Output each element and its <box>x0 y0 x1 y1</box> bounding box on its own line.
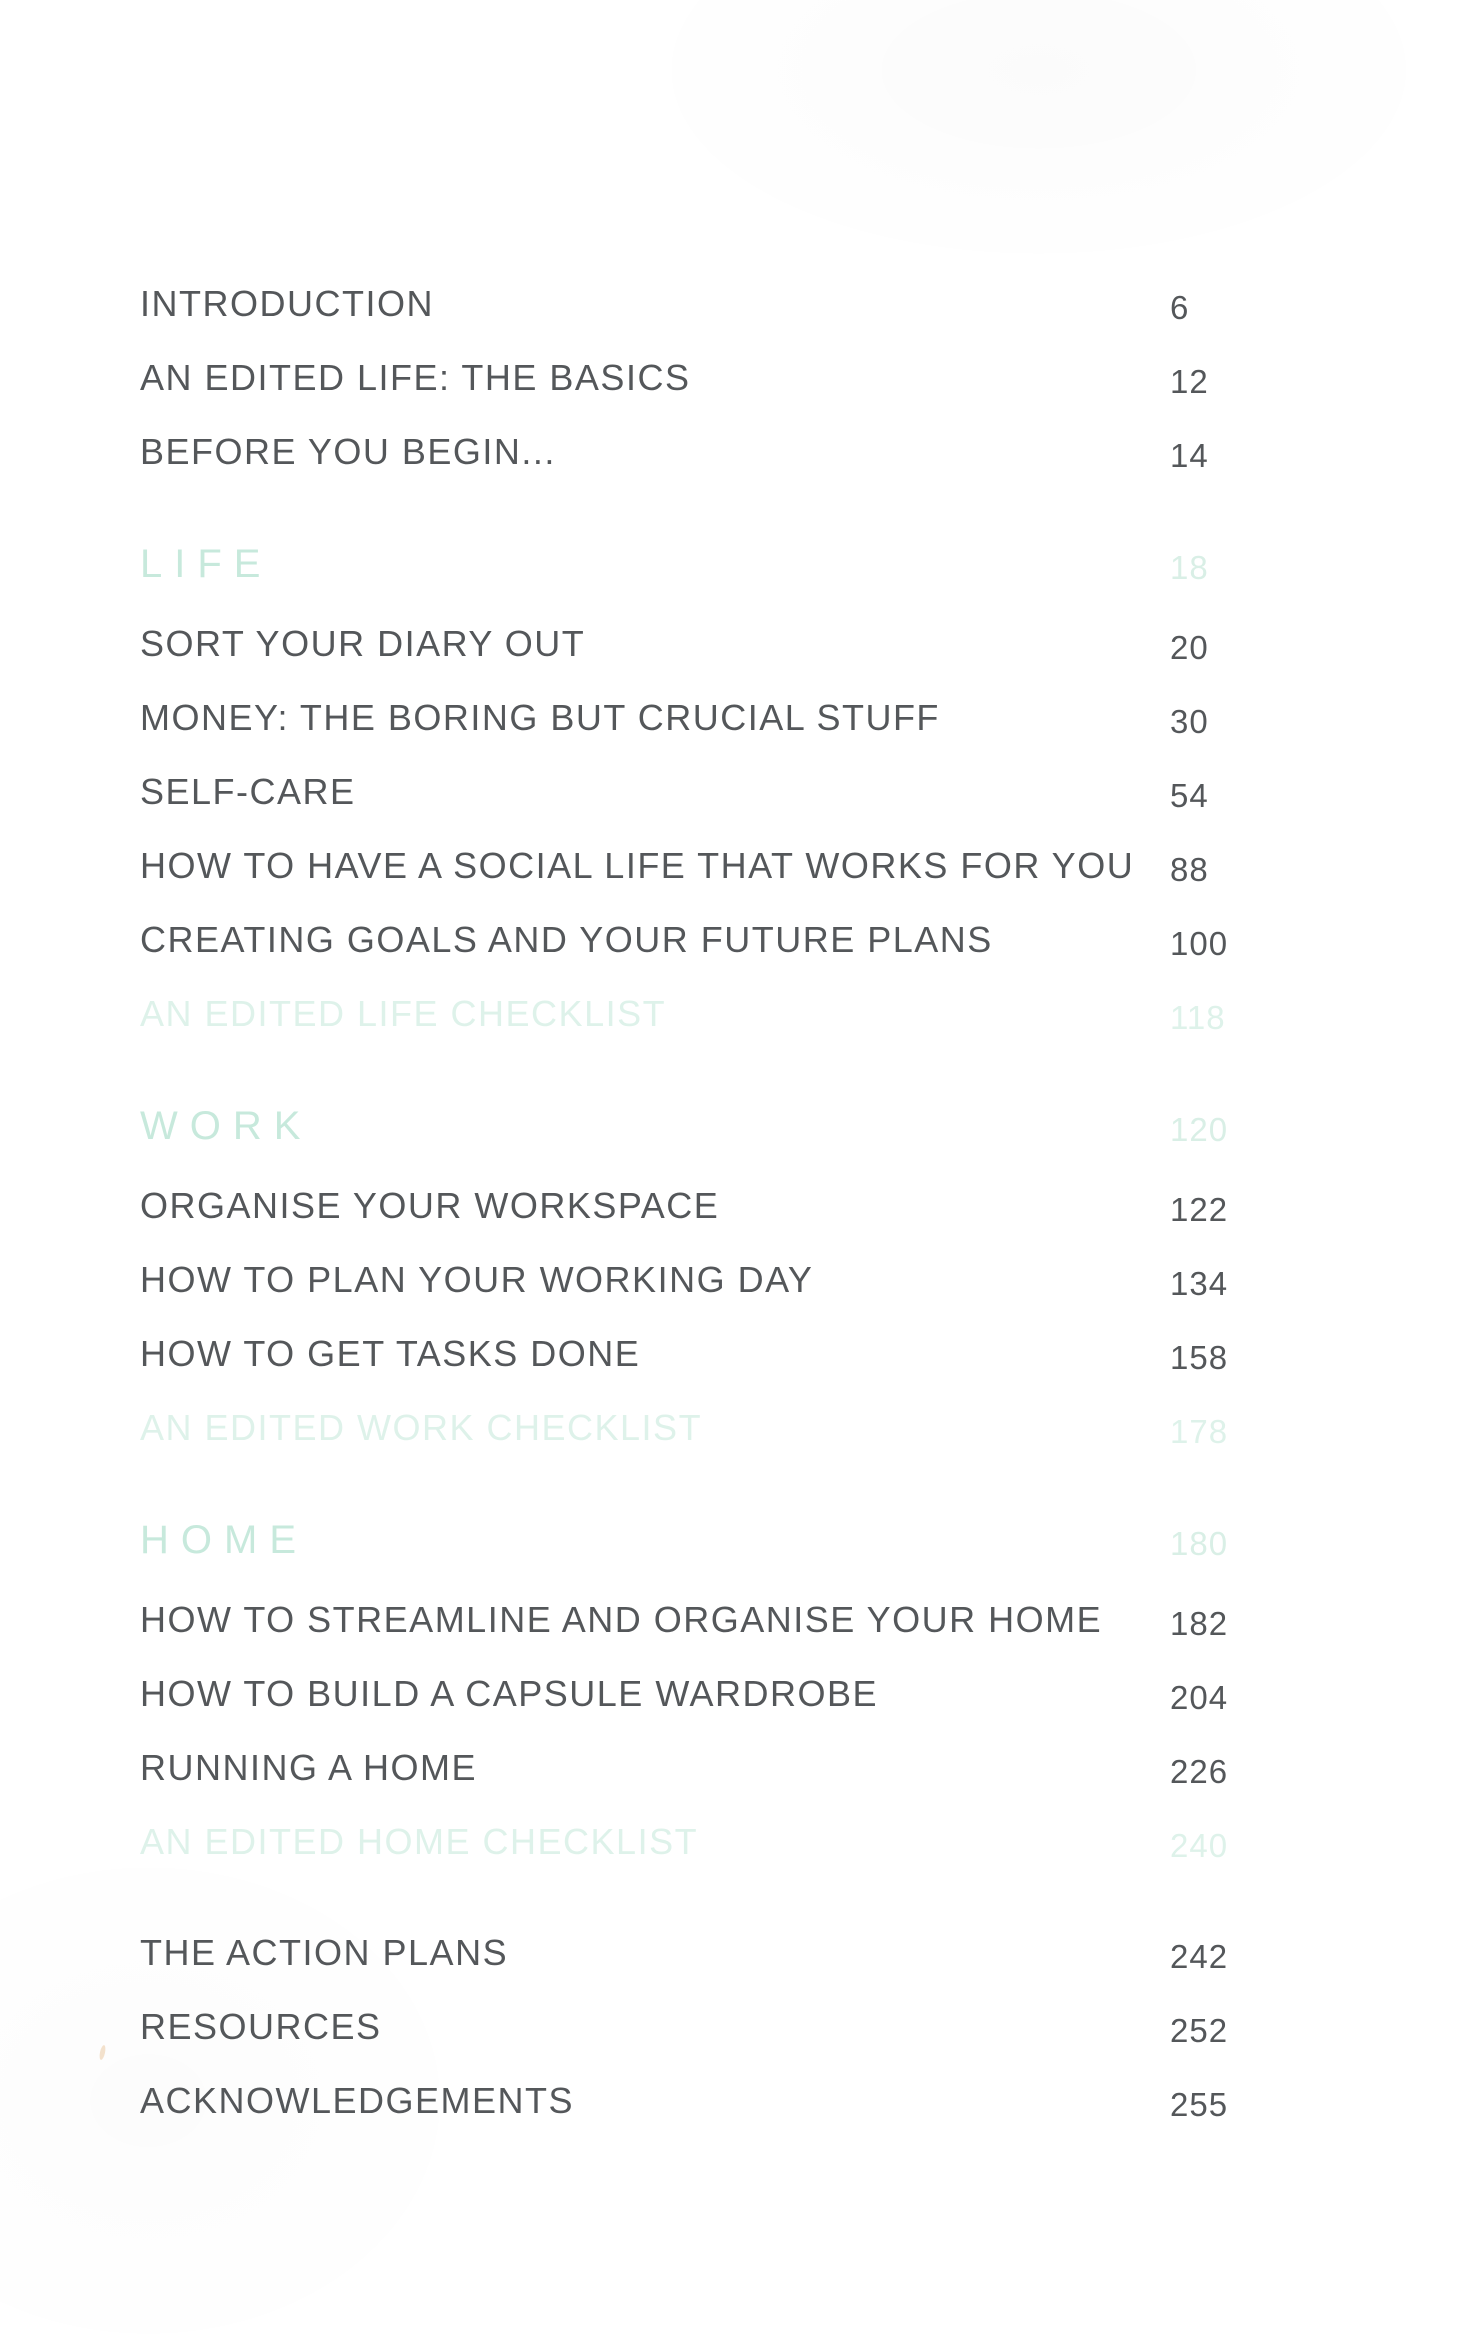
toc-page-number: 120 <box>1170 1111 1229 1148</box>
toc-page-number: 12 <box>1170 363 1209 400</box>
toc-page-number: 182 <box>1170 1605 1229 1642</box>
toc-page-number: 18 <box>1170 549 1209 586</box>
toc-page-number: 178 <box>1170 1413 1229 1450</box>
toc-page-number: 158 <box>1170 1339 1229 1376</box>
toc-entry-row: SORT YOUR DIARY OUT 20 <box>0 607 1484 681</box>
toc-entry-label: HOW TO GET TASKS DONE <box>140 1333 641 1374</box>
toc-page-number: 252 <box>1170 2012 1229 2049</box>
toc-entry-label: RUNNING A HOME <box>140 1747 478 1788</box>
toc-section-title: LIFE <box>140 541 273 586</box>
toc-checklist-row: AN EDITED HOME CHECKLIST 240 <box>0 1805 1484 1879</box>
toc-entry-row: BEFORE YOU BEGIN... 14 <box>0 415 1484 489</box>
toc-entry-label: HOW TO HAVE A SOCIAL LIFE THAT WORKS FOR… <box>140 845 1135 886</box>
toc-entry-row: INTRODUCTION 6 <box>0 267 1484 341</box>
toc-section-header-row: WORK 120 <box>0 1089 1484 1163</box>
toc-entry-label: HOW TO PLAN YOUR WORKING DAY <box>140 1259 814 1300</box>
toc-page-number: 242 <box>1170 1938 1229 1975</box>
toc-page-number: 30 <box>1170 703 1209 740</box>
toc-entry-label: CREATING GOALS AND YOUR FUTURE PLANS <box>140 919 993 960</box>
toc-entry-row: AN EDITED LIFE: THE BASICS 12 <box>0 341 1484 415</box>
toc-entry-row: RUNNING A HOME 226 <box>0 1731 1484 1805</box>
toc-entry-label: AN EDITED WORK CHECKLIST <box>140 1407 703 1448</box>
toc-entry-row: THE ACTION PLANS 242 <box>0 1916 1484 1990</box>
toc-entry-label: AN EDITED HOME CHECKLIST <box>140 1821 699 1862</box>
toc-entry-row: CREATING GOALS AND YOUR FUTURE PLANS 100 <box>0 903 1484 977</box>
toc-page-number: 6 <box>1170 289 1190 326</box>
toc-page-number: 88 <box>1170 851 1209 888</box>
toc-entry-row: SELF-CARE 54 <box>0 755 1484 829</box>
toc-page-number: 226 <box>1170 1753 1229 1790</box>
toc-entry-row: HOW TO GET TASKS DONE 158 <box>0 1317 1484 1391</box>
toc-page-number: 118 <box>1170 999 1226 1036</box>
toc-section-header-row: LIFE 18 <box>0 527 1484 601</box>
toc-section-title: HOME <box>140 1517 308 1562</box>
toc-entry-label: THE ACTION PLANS <box>140 1932 509 1973</box>
toc-entry-label: MONEY: THE BORING BUT CRUCIAL STUFF <box>140 697 940 738</box>
toc-entry-label: SELF-CARE <box>140 771 356 812</box>
toc-checklist-row: AN EDITED LIFE CHECKLIST 118 <box>0 977 1484 1051</box>
toc-entry-label: INTRODUCTION <box>140 283 434 324</box>
toc-entry-label: HOW TO STREAMLINE AND ORGANISE YOUR HOME <box>140 1599 1103 1640</box>
toc-page-number: 20 <box>1170 629 1209 666</box>
toc-entry-label: RESOURCES <box>140 2006 382 2047</box>
toc-page-number: 14 <box>1170 437 1209 474</box>
toc-entry-row: ACKNOWLEDGEMENTS 255 <box>0 2064 1484 2138</box>
toc-entry-row: RESOURCES 252 <box>0 1990 1484 2064</box>
toc-page-number: 100 <box>1170 925 1229 962</box>
toc-entry-row: ORGANISE YOUR WORKSPACE 122 <box>0 1169 1484 1243</box>
toc-entry-label: AN EDITED LIFE: THE BASICS <box>140 357 691 398</box>
toc-entry-row: HOW TO STREAMLINE AND ORGANISE YOUR HOME… <box>0 1583 1484 1657</box>
toc-page-number: 54 <box>1170 777 1209 814</box>
toc-section-header-row: HOME 180 <box>0 1503 1484 1577</box>
toc-page-number: 180 <box>1170 1525 1229 1562</box>
toc-entry-row: HOW TO BUILD A CAPSULE WARDROBE 204 <box>0 1657 1484 1731</box>
toc-entry-label: AN EDITED LIFE CHECKLIST <box>140 993 667 1034</box>
toc-entry-row: HOW TO HAVE A SOCIAL LIFE THAT WORKS FOR… <box>0 829 1484 903</box>
toc-page-number: 240 <box>1170 1827 1229 1864</box>
table-of-contents: INTRODUCTION 6 AN EDITED LIFE: THE BASIC… <box>0 267 1484 2138</box>
toc-entry-row: HOW TO PLAN YOUR WORKING DAY 134 <box>0 1243 1484 1317</box>
toc-page-number: 134 <box>1170 1265 1229 1302</box>
toc-page-number: 204 <box>1170 1679 1229 1716</box>
toc-entry-label: BEFORE YOU BEGIN... <box>140 431 556 472</box>
toc-checklist-row: AN EDITED WORK CHECKLIST 178 <box>0 1391 1484 1465</box>
toc-entry-label: ACKNOWLEDGEMENTS <box>140 2080 575 2121</box>
toc-entry-row: MONEY: THE BORING BUT CRUCIAL STUFF 30 <box>0 681 1484 755</box>
toc-entry-label: ORGANISE YOUR WORKSPACE <box>140 1185 720 1226</box>
toc-entry-label: SORT YOUR DIARY OUT <box>140 623 586 664</box>
toc-entry-label: HOW TO BUILD A CAPSULE WARDROBE <box>140 1673 878 1714</box>
toc-page-number: 255 <box>1170 2086 1229 2123</box>
toc-page-number: 122 <box>1170 1191 1229 1228</box>
toc-section-title: WORK <box>140 1103 313 1148</box>
